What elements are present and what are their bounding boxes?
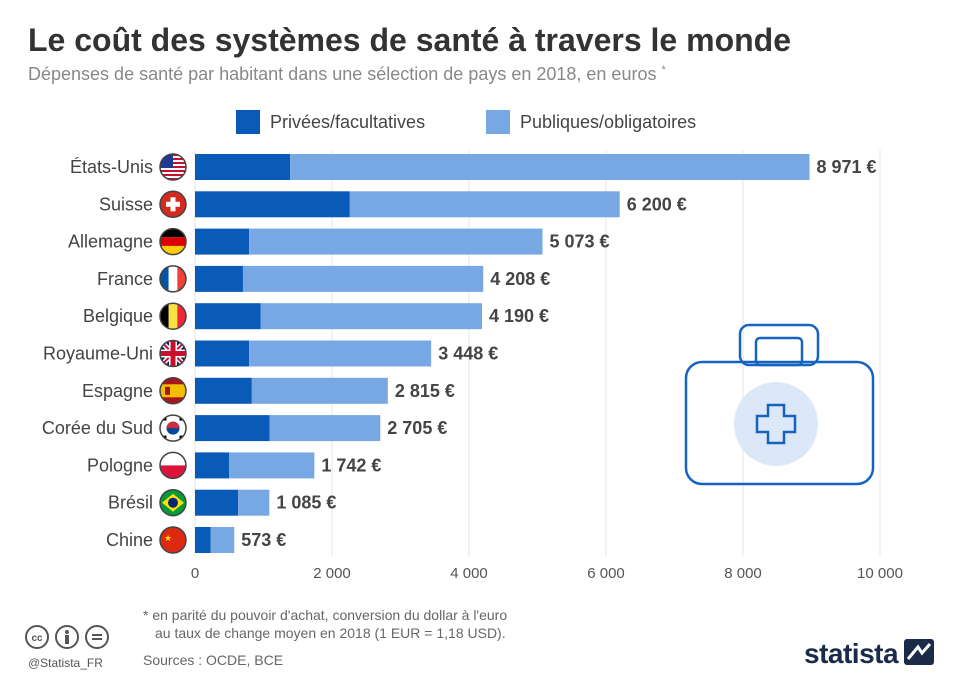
total-value-label: 1 742 €	[321, 455, 381, 475]
cc-icon: cc	[24, 624, 50, 655]
cn-flag-icon: ★	[159, 526, 187, 554]
social-handle: @Statista_FR	[28, 656, 103, 670]
x-tick-label: 6 000	[587, 565, 625, 582]
bar-segment-public	[242, 265, 484, 292]
total-value-label: 2 705 €	[387, 418, 447, 438]
us-flag-icon	[159, 153, 187, 181]
subtitle-footnote-mark: *	[661, 64, 666, 76]
flags: ★	[159, 153, 187, 554]
bars	[195, 154, 810, 553]
bar-segment-private	[195, 154, 291, 180]
category-label: Allemagne	[68, 232, 153, 252]
x-tick-label: 10 000	[857, 565, 903, 582]
total-value-label: 8 971 €	[817, 157, 877, 177]
bar-segment-private	[195, 452, 230, 479]
category-label: Chine	[106, 530, 153, 550]
bar-segment-public	[269, 415, 381, 442]
svg-text:★: ★	[164, 534, 172, 544]
footnote-line-2: au taux de change moyen en 2018 (1 EUR =…	[155, 625, 506, 641]
be-flag-icon	[159, 302, 187, 330]
category-label: Brésil	[108, 493, 153, 513]
x-tick-label: 0	[191, 565, 199, 582]
legend-label-private: Privées/facultatives	[270, 111, 426, 132]
bar-segment-private	[195, 191, 350, 218]
total-value-label: 6 200 €	[627, 194, 687, 214]
bar-segment-public	[249, 340, 432, 367]
category-label: Corée du Sud	[42, 418, 153, 438]
svg-text:cc: cc	[31, 633, 43, 644]
bar-segment-private	[195, 377, 252, 404]
category-label: Belgique	[83, 306, 153, 326]
es-flag-icon	[159, 377, 187, 405]
legend-swatch-public	[486, 110, 510, 134]
br-flag-icon	[159, 488, 187, 517]
bar-segment-private	[195, 265, 243, 292]
legend-label-public: Publiques/obligatoires	[520, 111, 697, 132]
de-flag-icon	[159, 227, 187, 256]
bar-segment-private	[195, 228, 250, 255]
legend-item-public: Publiques/obligatoires	[486, 110, 696, 134]
total-value-label: 4 208 €	[490, 269, 550, 289]
total-value-label: 2 815 €	[395, 381, 455, 401]
license-icons: cc	[24, 624, 110, 655]
total-value-label: 5 073 €	[550, 232, 610, 252]
legend-swatch-private	[236, 110, 260, 134]
bar-segment-public	[251, 377, 388, 404]
statista-mark-icon	[904, 638, 935, 670]
bar-segment-public	[290, 154, 810, 180]
bar-segment-private	[195, 489, 239, 516]
medical-kit-icon	[684, 323, 875, 486]
bar-segment-public	[260, 303, 483, 330]
x-tick-label: 4 000	[450, 565, 488, 582]
category-label: Suisse	[99, 194, 153, 214]
kr-flag-icon	[159, 414, 187, 442]
category-label: Royaume-Uni	[43, 344, 153, 364]
category-label: Espagne	[82, 381, 153, 401]
fr-flag-icon	[159, 265, 187, 293]
category-label: France	[97, 269, 153, 289]
brand-name: statista	[804, 638, 899, 669]
attribution-icon	[54, 624, 80, 655]
bar-segment-private	[195, 340, 250, 367]
bar-segment-public	[229, 452, 315, 479]
gb-flag-icon	[159, 339, 187, 368]
bar-segment-private	[195, 303, 261, 330]
x-tick-label: 8 000	[724, 565, 762, 582]
category-labels: États-Unis Suisse Allemagne France Belgique R…	[42, 157, 153, 550]
bar-segment-public	[349, 191, 620, 218]
total-value-label: 1 085 €	[276, 493, 336, 513]
statista-logo[interactable]: statista	[804, 638, 935, 670]
no-derivatives-icon	[84, 624, 110, 655]
subtitle-text: Dépenses de santé par habitant dans une …	[28, 64, 657, 84]
sources: Sources : OCDE, BCE	[143, 652, 284, 668]
footnote: * en parité du pouvoir d'achat, conversi…	[143, 606, 507, 642]
chart-title: Le coût des systèmes de santé à travers …	[28, 22, 791, 58]
chart-subtitle: Dépenses de santé par habitant dans une …	[28, 64, 666, 85]
x-tick-label: 2 000	[313, 565, 351, 582]
bar-segment-public	[249, 228, 543, 255]
total-value-label: 4 190 €	[489, 306, 549, 326]
bar-segment-public	[238, 489, 270, 516]
x-axis-ticks: 0 2 000 4 000 6 000 8 000 10 000	[191, 565, 903, 582]
category-label: États-Unis	[70, 157, 153, 177]
stacked-bar-chart: États-Unis Suisse Allemagne France Belgique R…	[42, 150, 903, 582]
total-value-label: 3 448 €	[438, 344, 498, 364]
total-value-label: 573 €	[241, 530, 286, 550]
footnote-line-1: * en parité du pouvoir d'achat, conversi…	[143, 607, 508, 623]
legend-item-private: Privées/facultatives	[236, 110, 425, 134]
bar-segment-public	[210, 527, 235, 553]
pl-flag-icon	[159, 451, 187, 480]
bar-segment-private	[195, 527, 211, 553]
ch-flag-icon	[159, 190, 187, 219]
bar-segment-private	[195, 415, 270, 442]
category-label: Pologne	[87, 455, 153, 475]
value-labels: 8 971 € 6 200 € 5 073 €4 208 € 4 190 € 3 448…	[241, 157, 876, 550]
